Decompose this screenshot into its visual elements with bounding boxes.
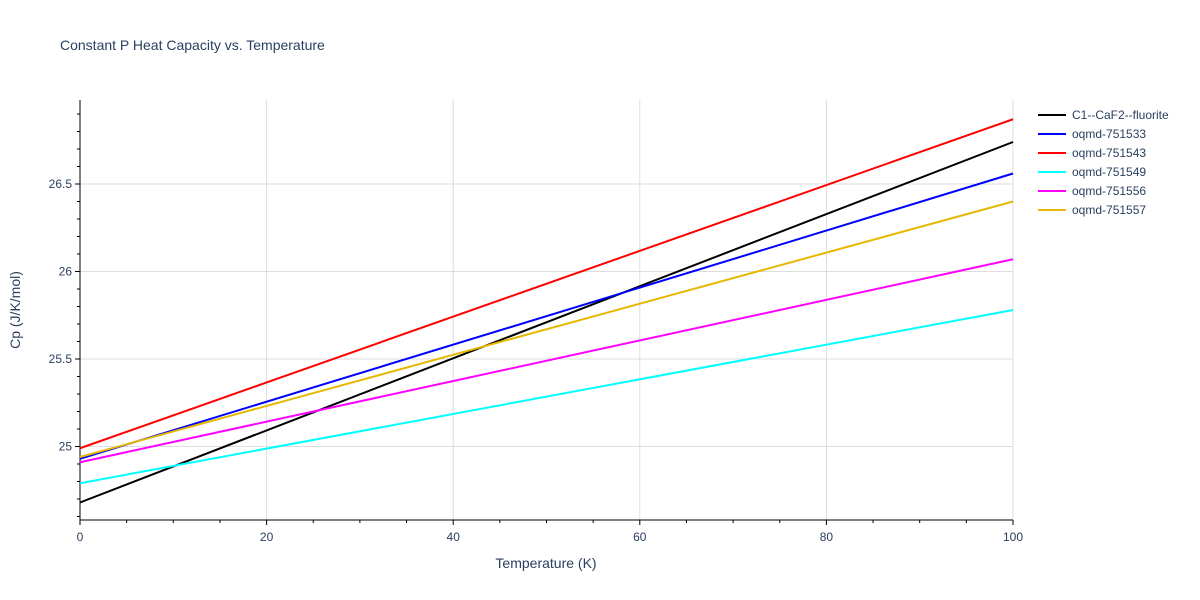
x-tick-label: 60 (633, 530, 647, 544)
y-tick-label: 26 (59, 265, 73, 279)
y-tick-label: 26.5 (49, 177, 73, 191)
x-axis-title: Temperature (K) (495, 555, 596, 571)
legend-label: C1--CaF2--fluorite (1072, 108, 1169, 122)
series-line-oqmd-751556[interactable] (79, 258, 1014, 464)
legend-label: oqmd-751556 (1072, 184, 1146, 198)
x-tick-label: 20 (260, 530, 274, 544)
legend-item[interactable]: C1--CaF2--fluorite (1038, 108, 1169, 122)
legend-label: oqmd-751557 (1072, 203, 1146, 217)
legend-label: oqmd-751543 (1072, 146, 1146, 160)
axes (75, 100, 1014, 525)
x-tick-label: 80 (820, 530, 834, 544)
series-line-oqmd-751549[interactable] (79, 309, 1014, 485)
y-tick-label: 25.5 (49, 352, 73, 366)
legend-item[interactable]: oqmd-751543 (1038, 146, 1146, 160)
x-tick-label: 100 (1003, 530, 1023, 544)
legend-label: oqmd-751549 (1072, 165, 1146, 179)
series-line-c1-caf2-fluorite[interactable] (79, 141, 1014, 504)
series-line-oqmd-751533[interactable] (79, 172, 1014, 460)
tick-labels: 0 20 40 60 80 100 25 25.5 26 26.5 (49, 177, 1024, 544)
x-tick-label: 0 (77, 530, 84, 544)
legend[interactable]: C1--CaF2--fluorite oqmd-751533 oqmd-751543… (1038, 108, 1169, 217)
y-axis-title: Cp (J/K/mol) (7, 271, 23, 349)
legend-item[interactable]: oqmd-751533 (1038, 127, 1146, 141)
legend-item[interactable]: oqmd-751557 (1038, 203, 1146, 217)
legend-label: oqmd-751533 (1072, 127, 1146, 141)
legend-item[interactable]: oqmd-751549 (1038, 165, 1146, 179)
series-line-oqmd-751543[interactable] (79, 118, 1014, 450)
chart-title: Constant P Heat Capacity vs. Temperature (60, 37, 325, 53)
x-tick-label: 40 (447, 530, 461, 544)
y-tick-label: 25 (59, 440, 73, 454)
legend-item[interactable]: oqmd-751556 (1038, 184, 1146, 198)
series-line-oqmd-751557[interactable] (79, 200, 1014, 458)
series-lines (79, 118, 1014, 504)
